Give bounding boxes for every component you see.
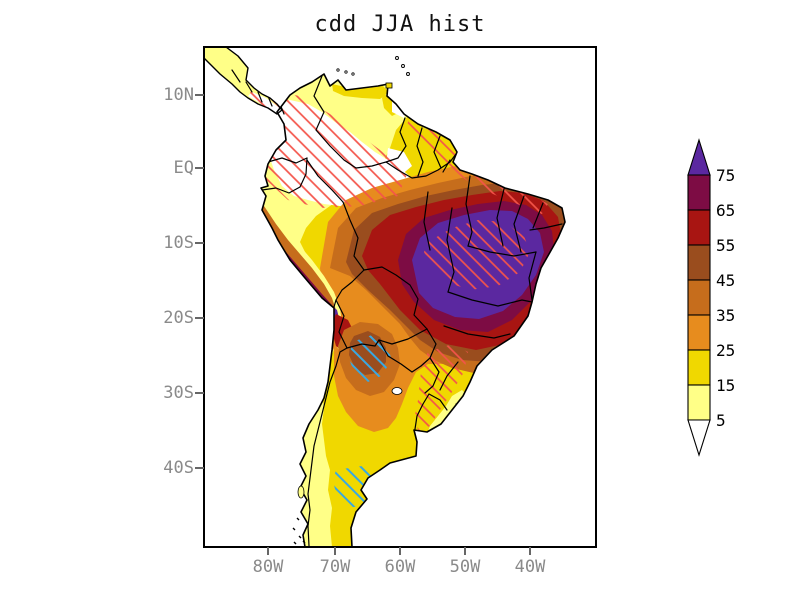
central-america-coastline xyxy=(204,47,283,115)
colorbar-seg-65-75 xyxy=(687,174,711,211)
border-line xyxy=(447,291,533,307)
colorbar-label-55: 55 xyxy=(716,236,735,255)
lat-label-10n: 10N xyxy=(163,85,194,105)
border-line xyxy=(363,266,428,330)
lon-tick xyxy=(399,547,401,555)
lat-label-eq: EQ xyxy=(173,158,194,178)
border-line xyxy=(306,159,344,203)
lat-tick xyxy=(195,242,204,244)
lon-tick xyxy=(464,547,466,555)
colorbar-seg-15-25 xyxy=(687,349,711,386)
lat-tick xyxy=(195,317,204,319)
lat-label-20s: 20S xyxy=(163,308,194,328)
border-line xyxy=(442,159,451,173)
abc-island xyxy=(344,70,348,74)
lon-label-40w: 40W xyxy=(514,557,546,577)
colorbar-seg-25-35 xyxy=(687,314,711,351)
cyan-hatch-nw-argentina xyxy=(349,335,391,382)
lat-label-30s: 30S xyxy=(163,383,194,403)
lon-label-50w: 50W xyxy=(449,557,481,577)
south-america-contour-map xyxy=(204,47,566,547)
border-line xyxy=(424,357,440,394)
border-line xyxy=(513,195,525,253)
red-hatch-northwest xyxy=(246,88,408,208)
colorbar-arrow-bottom xyxy=(687,419,711,457)
lat-label-40s: 40S xyxy=(163,458,194,478)
border-line xyxy=(414,393,430,430)
border-line xyxy=(446,207,455,293)
colorbar-seg-45-55 xyxy=(687,244,711,281)
lon-label-80w: 80W xyxy=(252,557,284,577)
lon-tick xyxy=(334,547,336,555)
lat-tick xyxy=(195,94,204,96)
border-line xyxy=(529,223,563,231)
border-line xyxy=(420,328,437,367)
trinidad-island xyxy=(385,82,393,89)
border-line xyxy=(443,325,511,339)
border-line xyxy=(496,188,505,247)
plot-title: cdd JJA hist xyxy=(314,12,486,37)
border-line xyxy=(378,328,428,345)
border-line xyxy=(313,75,357,169)
border-line xyxy=(467,245,537,257)
colorbar-label-65: 65 xyxy=(716,201,735,220)
border-line xyxy=(307,347,348,547)
border-line xyxy=(439,361,459,391)
border-line xyxy=(465,175,473,247)
fill-se-coast-strip xyxy=(427,390,468,434)
border-line xyxy=(378,339,422,373)
abc-island xyxy=(351,72,355,76)
antilles-island xyxy=(406,72,410,76)
lon-label-60w: 60W xyxy=(384,557,416,577)
colorbar-seg-5-15 xyxy=(687,384,711,421)
fill-peru-coast-strip xyxy=(258,206,336,312)
red-hatch-central-brazil xyxy=(424,220,530,290)
colorbar: 75 65 55 45 35 25 15 5 xyxy=(687,138,735,457)
border-line xyxy=(261,157,308,194)
border-line xyxy=(433,135,442,169)
colorbar-label-25: 25 xyxy=(716,341,735,360)
coastline xyxy=(260,73,566,547)
abc-island xyxy=(336,68,340,72)
border-line xyxy=(333,269,365,308)
plot-frame xyxy=(203,46,597,548)
border-line xyxy=(342,201,365,271)
lat-label-10s: 10S xyxy=(163,233,194,253)
colorbar-arrow-top xyxy=(687,138,711,176)
colorbar-label-5: 5 xyxy=(716,411,726,430)
lat-tick xyxy=(195,467,204,469)
lon-tick xyxy=(529,547,531,555)
border-line xyxy=(385,153,457,179)
antilles-island xyxy=(401,64,405,68)
lat-tick xyxy=(195,167,204,169)
lat-tick xyxy=(195,392,204,394)
colorbar-seg-35-45 xyxy=(687,279,711,316)
border-line xyxy=(528,251,537,301)
colorbar-label-45: 45 xyxy=(716,271,735,290)
lake-mar-chiquita xyxy=(391,387,403,395)
colorbar-seg-55-65 xyxy=(687,209,711,246)
antilles-island xyxy=(395,56,399,60)
border-line xyxy=(416,127,424,177)
colorbar-label-75: 75 xyxy=(716,166,735,185)
lon-tick xyxy=(267,547,269,555)
chiloe-island xyxy=(297,485,305,499)
border-line xyxy=(355,117,407,169)
lon-label-70w: 70W xyxy=(319,557,351,577)
colorbar-label-35: 35 xyxy=(716,306,735,325)
border-line xyxy=(335,299,348,349)
border-line xyxy=(428,393,448,411)
border-line xyxy=(423,191,431,251)
border-line xyxy=(267,157,308,164)
colorbar-label-15: 15 xyxy=(716,376,735,395)
border-line xyxy=(231,69,285,115)
border-line xyxy=(532,202,544,229)
border-line xyxy=(346,339,380,349)
fjord-speckles xyxy=(292,517,306,545)
islands xyxy=(292,56,410,545)
